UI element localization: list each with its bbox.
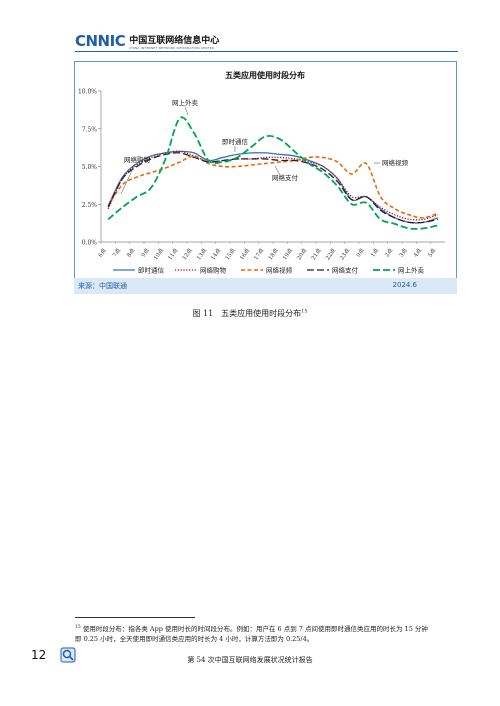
series-line-3 [107, 155, 439, 219]
legend-label-2: 网络购物 [200, 266, 227, 275]
x-tick-label: 22点 [324, 247, 337, 262]
org-name-en: CHINA INTERNET NETWORK INFORMATION CENTE… [129, 46, 215, 50]
chart-frame: 五类应用使用时段分布 0.0% 2.5% 5.0% 7.5% 10.0% 6点 7点 8点 9点… [74, 61, 457, 294]
annotation-pointer [120, 163, 136, 195]
footnote-rule [75, 617, 195, 618]
series-line-5 [107, 116, 439, 230]
x-tick-label: 12点 [181, 247, 194, 262]
x-tick-label: 8点 [126, 247, 137, 259]
header-rule [75, 51, 458, 52]
x-tick-label: 11点 [167, 247, 180, 262]
footnote-ref: 15 [75, 625, 81, 630]
x-tick-label: 9点 [140, 247, 151, 259]
legend-label-5: 网上外卖 [398, 266, 425, 275]
x-tick-label: 0点 [355, 247, 366, 259]
annotation-pointer [274, 165, 282, 178]
source-bar: 来源：中国联通 2024.6 [74, 278, 457, 294]
legend-label-1: 即时通信 [138, 266, 165, 275]
x-tick-label: 6点 [97, 247, 108, 259]
annotation-pointer [184, 106, 189, 116]
x-tick-label: 18点 [267, 247, 280, 262]
annotation-label: 网络视频 [382, 158, 409, 167]
figure-caption: 图 11 五类应用使用时段分布15 [0, 308, 500, 319]
x-tick-label: 3点 [398, 247, 409, 259]
x-tick-label: 23点 [339, 247, 352, 262]
cnnic-logo: CNNIC [75, 32, 126, 50]
x-tick-label: 14点 [210, 247, 223, 262]
caption-text: 图 11 五类应用使用时段分布 [192, 309, 302, 318]
footnote-text: 使用时段分布：指各类 App 使用时长的时间段分布。例如：用户在 6 点到 7 … [75, 625, 428, 644]
x-tick-label: 13点 [195, 247, 208, 262]
page-number: 12 [31, 648, 47, 662]
report-title: 第 54 次中国互联网络发展状况统计报告 [187, 656, 313, 664]
x-tick-label: 21点 [310, 247, 323, 262]
series-line-4 [107, 152, 438, 224]
y-tick-label: 2.5% [82, 202, 98, 209]
report-magnifier-icon [60, 647, 76, 663]
footnote: 15 使用时段分布：指各类 App 使用时长的时间段分布。例如：用户在 6 点到… [75, 623, 430, 644]
x-tick-label: 20点 [296, 247, 309, 262]
x-tick-label: 4点 [412, 247, 423, 259]
y-tick-label: 0.0% [82, 240, 98, 247]
x-tick-label: 2点 [384, 247, 395, 259]
x-tick-label: 1点 [369, 247, 380, 259]
usage-time-chart: 五类应用使用时段分布 0.0% 2.5% 5.0% 7.5% 10.0% 6点 7点 8点 9点… [78, 70, 445, 275]
x-tick-label: 15点 [224, 247, 237, 262]
x-tick-label: 7点 [111, 247, 122, 259]
legend-label-4: 网络支付 [332, 266, 359, 275]
chart-title: 五类应用使用时段分布 [225, 70, 305, 80]
legend-label-3: 网络视频 [266, 266, 293, 275]
y-tick-label: 10.0% [78, 89, 97, 96]
org-name: 中国互联网络信息中心 CHINA INTERNET NETWORK INFORM… [129, 36, 219, 50]
source-label: 来源：中国联通 [78, 282, 127, 290]
annotation-label: 网上外卖 [172, 98, 199, 107]
y-tick-label: 5.0% [82, 164, 98, 171]
header: CNNIC 中国互联网络信息中心 CHINA INTERNET NETWORK … [75, 30, 219, 50]
series-line-1 [107, 150, 439, 224]
caption-note-ref: 15 [301, 308, 308, 315]
x-tick-label: 5点 [427, 247, 438, 259]
x-tick-label: 16点 [238, 247, 251, 262]
org-name-cn: 中国互联网络信息中心 [129, 36, 220, 46]
y-tick-label: 7.5% [82, 126, 98, 133]
annotation-label: 网络购物 [124, 155, 151, 164]
source-date: 2024.6 [392, 281, 418, 289]
annotation-label: 即时通信 [222, 137, 249, 146]
x-tick-label: 17点 [253, 247, 266, 262]
x-tick-label: 10点 [152, 247, 165, 262]
x-tick-label: 19点 [281, 247, 294, 262]
annotation-label: 网络支付 [272, 173, 299, 182]
